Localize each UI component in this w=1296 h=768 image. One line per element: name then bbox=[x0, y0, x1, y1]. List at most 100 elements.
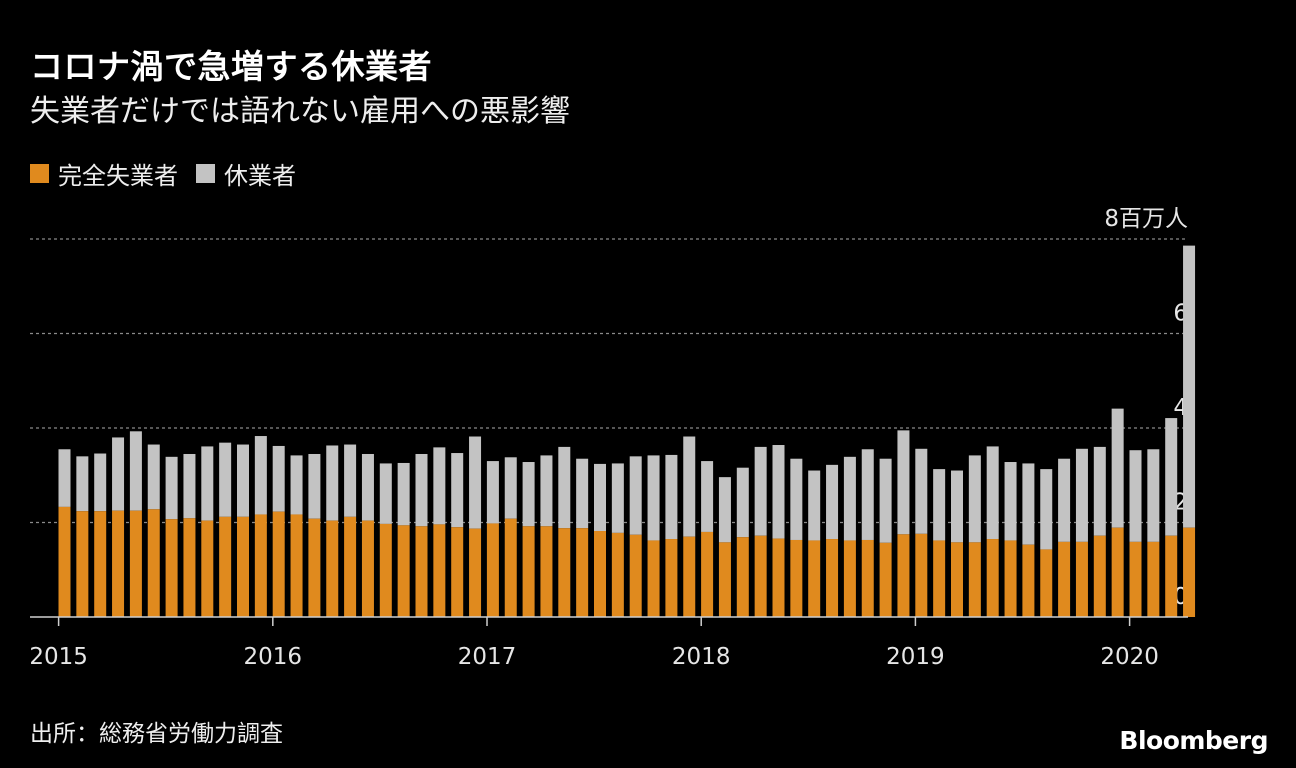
legend-label-unemployed: 完全失業者 bbox=[58, 162, 178, 190]
bar-furloughed bbox=[772, 445, 785, 539]
bar-unemployed bbox=[165, 519, 178, 617]
legend-swatch-unemployed bbox=[30, 164, 49, 183]
bar-unemployed bbox=[344, 516, 357, 617]
bar-furloughed bbox=[451, 453, 464, 528]
bar-furloughed bbox=[701, 461, 714, 532]
bar-furloughed bbox=[915, 448, 928, 534]
bar-furloughed bbox=[1058, 458, 1071, 542]
x-tick-label: 2015 bbox=[29, 644, 88, 670]
bar-furloughed bbox=[879, 458, 892, 543]
bar-furloughed bbox=[594, 463, 606, 532]
bar-unemployed bbox=[1147, 541, 1160, 617]
bar-furloughed bbox=[558, 446, 571, 529]
bar-unemployed bbox=[522, 526, 535, 617]
bar-furloughed bbox=[344, 444, 357, 517]
bar-unemployed bbox=[272, 511, 285, 617]
bar-unemployed bbox=[326, 520, 339, 617]
bar-furloughed bbox=[843, 456, 856, 541]
bar-furloughed bbox=[1147, 449, 1160, 542]
bar-unemployed bbox=[433, 524, 446, 617]
bar-furloughed bbox=[576, 458, 589, 529]
bar-unemployed bbox=[611, 532, 624, 617]
legend: 完全失業者 休業者 bbox=[30, 156, 314, 191]
bar-furloughed bbox=[326, 445, 339, 521]
bar-unemployed bbox=[201, 520, 214, 617]
bar-unemployed bbox=[1004, 540, 1017, 617]
bar-unemployed bbox=[951, 542, 963, 617]
x-tick-label: 2020 bbox=[1100, 644, 1159, 670]
bar-unemployed bbox=[183, 518, 196, 617]
bar-unemployed bbox=[1058, 541, 1071, 617]
x-tick-label: 2016 bbox=[244, 644, 303, 670]
bar-unemployed bbox=[594, 531, 606, 617]
legend-item-furloughed: 休業者 bbox=[196, 156, 296, 191]
x-tick-label: 2017 bbox=[458, 644, 517, 670]
bar-unemployed bbox=[469, 528, 482, 617]
bar-furloughed bbox=[201, 446, 214, 521]
bar-unemployed bbox=[629, 534, 642, 617]
bar-furloughed bbox=[254, 436, 267, 515]
bar-unemployed bbox=[861, 539, 874, 617]
bar-furloughed bbox=[611, 463, 624, 533]
bar-unemployed bbox=[219, 516, 232, 617]
bar-furloughed bbox=[272, 445, 285, 512]
bar-unemployed bbox=[361, 520, 374, 617]
legend-label-furloughed: 休業者 bbox=[224, 162, 296, 190]
bar-furloughed bbox=[1040, 469, 1053, 550]
bar-furloughed bbox=[647, 455, 660, 541]
bar-unemployed bbox=[718, 542, 731, 617]
x-tick-label: 2019 bbox=[886, 644, 945, 670]
chart-title: コロナ渦で急増する休業者 bbox=[30, 47, 432, 86]
bar-unemployed bbox=[701, 531, 714, 617]
chart-subtitle: 失業者だけでは語れない雇用への悪影響 bbox=[30, 94, 570, 129]
bar-furloughed bbox=[308, 453, 321, 519]
bar-unemployed bbox=[76, 511, 89, 617]
bar-furloughed bbox=[1165, 418, 1178, 536]
bar-unemployed bbox=[826, 539, 839, 617]
bar-furloughed bbox=[165, 456, 178, 520]
bar-furloughed bbox=[397, 462, 410, 526]
bar-furloughed bbox=[665, 454, 678, 540]
bar-furloughed bbox=[183, 453, 196, 519]
bar-unemployed bbox=[558, 528, 571, 617]
bar-unemployed bbox=[754, 535, 767, 617]
bar-unemployed bbox=[415, 526, 428, 617]
bar-furloughed bbox=[861, 449, 874, 540]
bar-unemployed bbox=[915, 533, 928, 617]
bar-unemployed bbox=[112, 510, 125, 617]
bar-unemployed bbox=[147, 509, 160, 617]
bar-furloughed bbox=[1183, 245, 1196, 528]
bar-furloughed bbox=[683, 436, 696, 537]
bloomberg-logo: Bloomberg bbox=[1119, 726, 1268, 755]
bar-unemployed bbox=[129, 510, 142, 617]
legend-swatch-furloughed bbox=[196, 164, 215, 183]
bar-unemployed bbox=[647, 540, 660, 617]
bar-furloughed bbox=[147, 444, 160, 510]
bar-furloughed bbox=[415, 453, 428, 527]
bar-furloughed bbox=[433, 447, 446, 525]
bar-furloughed bbox=[1075, 448, 1088, 542]
bar-unemployed bbox=[237, 516, 249, 617]
bar-unemployed bbox=[808, 540, 821, 617]
bar-furloughed bbox=[129, 431, 142, 511]
bar-unemployed bbox=[683, 536, 696, 617]
bar-unemployed bbox=[397, 525, 410, 617]
bar-unemployed bbox=[790, 539, 803, 617]
bar-unemployed bbox=[879, 542, 892, 617]
bar-furloughed bbox=[718, 477, 731, 543]
bar-furloughed bbox=[790, 458, 803, 540]
bar-furloughed bbox=[219, 442, 232, 517]
source-note: 出所：総務省労働力調査 bbox=[30, 721, 283, 747]
bar-unemployed bbox=[736, 537, 749, 617]
bar-furloughed bbox=[486, 461, 499, 524]
bar-furloughed bbox=[808, 470, 821, 541]
bar-unemployed bbox=[1165, 535, 1178, 617]
bar-furloughed bbox=[754, 446, 767, 536]
bar-unemployed bbox=[94, 511, 107, 617]
bar-furloughed bbox=[58, 449, 71, 507]
bar-furloughed bbox=[736, 467, 749, 538]
bar-unemployed bbox=[1111, 527, 1124, 617]
bar-furloughed bbox=[504, 457, 517, 519]
bar-unemployed bbox=[486, 523, 499, 617]
